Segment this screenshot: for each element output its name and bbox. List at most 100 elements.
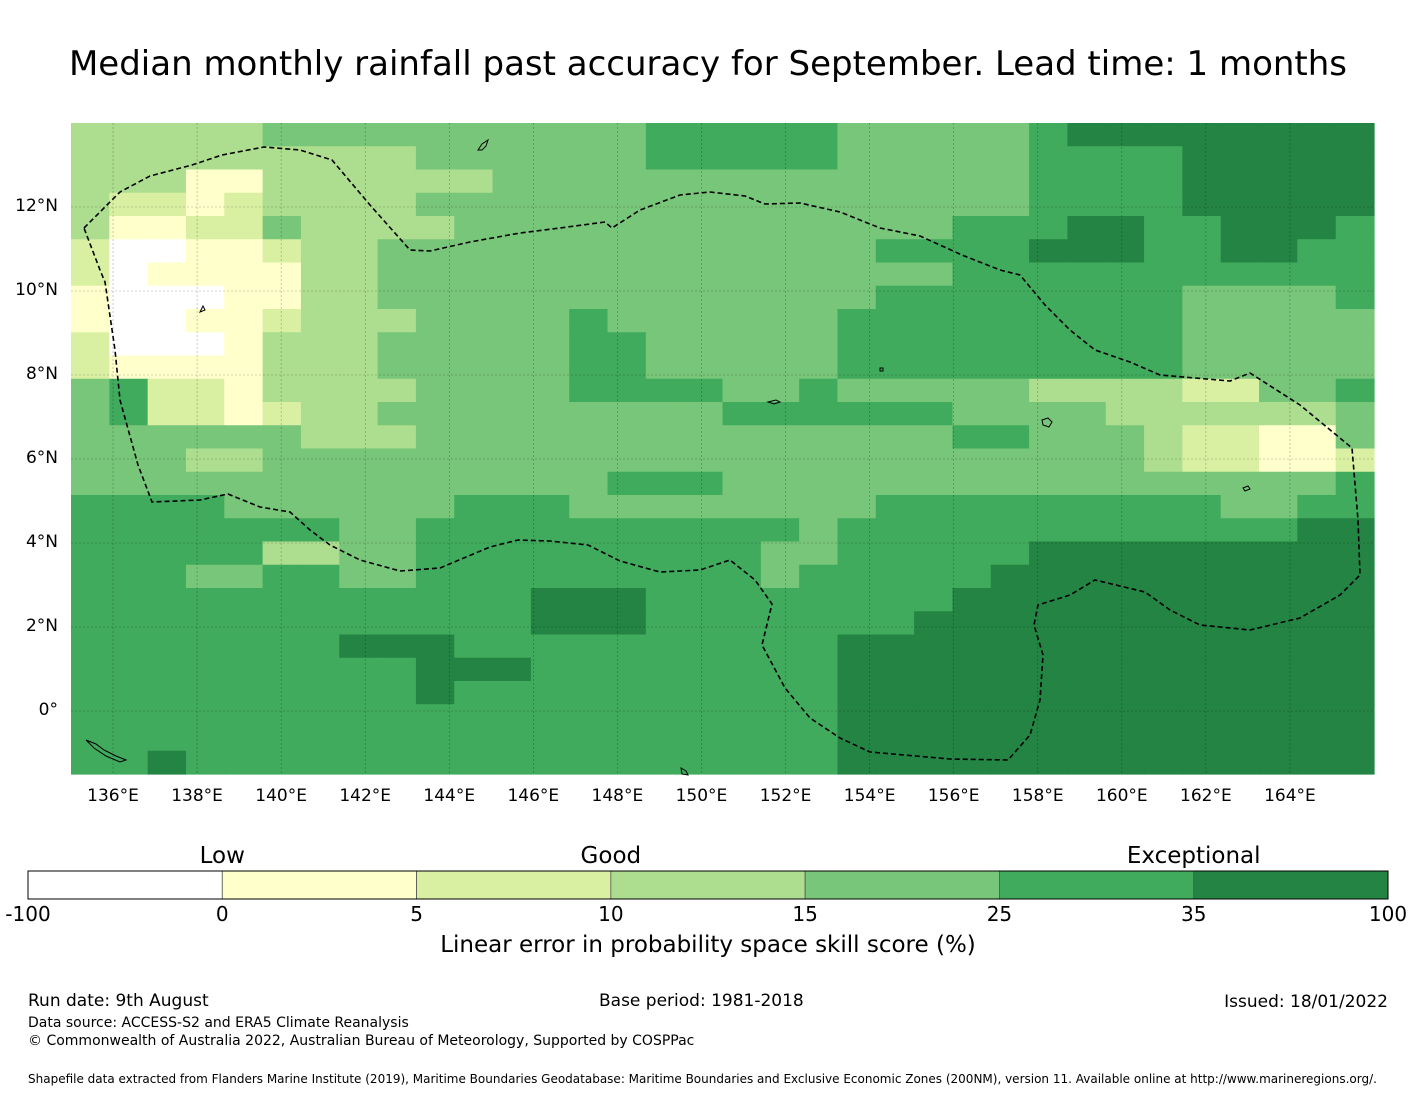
skill-cell: [990, 518, 1030, 543]
skill-cell: [415, 704, 455, 729]
skill-cell: [1144, 425, 1183, 450]
skill-cell: [1067, 239, 1107, 264]
skill-cell: [722, 169, 762, 194]
skill-cell: [1259, 471, 1298, 496]
skill-cell: [1105, 657, 1145, 682]
skill-cell: [300, 216, 340, 240]
skill-cell: [1029, 169, 1069, 194]
skill-cell: [837, 309, 877, 333]
skill-cell: [875, 541, 915, 566]
skill-cell: [569, 750, 609, 775]
skill-cell: [875, 750, 915, 775]
skill-cell: [607, 750, 647, 775]
skill-cell: [530, 378, 570, 403]
skill-cell: [952, 169, 992, 194]
skill-cell: [530, 750, 570, 775]
skill-cell: [1259, 634, 1298, 659]
skill-cell: [1297, 704, 1337, 729]
x-tick-label: 164°E: [1264, 786, 1316, 806]
skill-cell: [837, 192, 877, 217]
skill-cell: [1297, 495, 1337, 519]
skill-cell: [1029, 216, 1069, 240]
skill-cell: [262, 402, 302, 426]
skill-cell: [607, 471, 647, 496]
skill-cell: [415, 425, 455, 450]
skill-cell: [952, 285, 992, 310]
skill-cell: [1259, 541, 1298, 566]
skill-cell: [109, 169, 149, 194]
skill-cell: [185, 192, 225, 217]
skill-cell: [1182, 611, 1222, 636]
skill-cell: [990, 378, 1030, 403]
skill-cell: [185, 704, 225, 729]
skill-cell: [377, 564, 417, 589]
skill-cell: [339, 634, 379, 659]
skill-cell: [569, 495, 609, 519]
skill-cell: [377, 309, 417, 333]
skill-cell: [1105, 704, 1145, 729]
skill-cell: [760, 704, 800, 729]
skill-cell: [952, 216, 992, 240]
skill-cell: [377, 750, 417, 775]
skill-cell: [300, 239, 340, 264]
skill-cell: [415, 471, 455, 496]
skill-cell: [224, 146, 264, 171]
skill-cell: [914, 541, 954, 566]
skill-cell: [530, 146, 570, 171]
skill-cell: [109, 192, 149, 217]
skill-cell: [914, 169, 954, 194]
skill-cell: [914, 262, 954, 287]
skill-cell: [492, 750, 532, 775]
skill-cell: [1259, 355, 1298, 380]
skill-cell: [224, 495, 264, 519]
skill-cell: [185, 425, 225, 450]
skill-cell: [837, 262, 877, 287]
skill-cell: [1105, 588, 1145, 612]
skill-cell: [684, 448, 724, 473]
skill-cell: [262, 378, 302, 403]
skill-cell: [339, 123, 379, 147]
skill-cell: [645, 611, 685, 636]
colorbar-category-label: Exceptional: [1126, 843, 1261, 869]
skill-cell: [185, 285, 225, 310]
skill-cell: [492, 681, 532, 705]
skill-cell: [760, 588, 800, 612]
skill-cell: [1029, 541, 1069, 566]
skill-cell: [760, 518, 800, 543]
skill-cell: [300, 355, 340, 380]
skill-cell: [1067, 657, 1107, 682]
skill-cell: [377, 657, 417, 682]
skill-cell: [1335, 123, 1375, 147]
skill-cell: [147, 192, 187, 217]
skill-cell: [607, 285, 647, 310]
skill-cell: [875, 123, 915, 147]
skill-cell: [760, 239, 800, 264]
skill-cell: [109, 657, 149, 682]
skill-cell: [799, 611, 839, 636]
skill-cell: [875, 495, 915, 519]
skill-cell: [607, 448, 647, 473]
skill-cell: [415, 192, 455, 217]
skill-cell: [1182, 495, 1222, 519]
skill-cell: [684, 332, 724, 357]
skill-cell: [185, 123, 225, 147]
skill-cell: [684, 657, 724, 682]
skill-cell: [837, 216, 877, 240]
skill-cell: [224, 471, 264, 496]
skill-cell: [914, 378, 954, 403]
skill-cell: [952, 355, 992, 380]
skill-cell: [684, 169, 724, 194]
skill-cell: [1182, 332, 1222, 357]
skill-cell: [645, 704, 685, 729]
skill-cell: [415, 611, 455, 636]
skill-cell: [837, 518, 877, 543]
colorbar-tick-label: 25: [986, 902, 1013, 926]
skill-cell: [1259, 309, 1298, 333]
skill-cell: [147, 541, 187, 566]
skill-cell: [454, 634, 494, 659]
skill-cell: [415, 216, 455, 240]
skill-cell: [415, 239, 455, 264]
skill-cell: [569, 657, 609, 682]
x-tick-label: 162°E: [1180, 786, 1232, 806]
skill-cell: [1144, 309, 1183, 333]
